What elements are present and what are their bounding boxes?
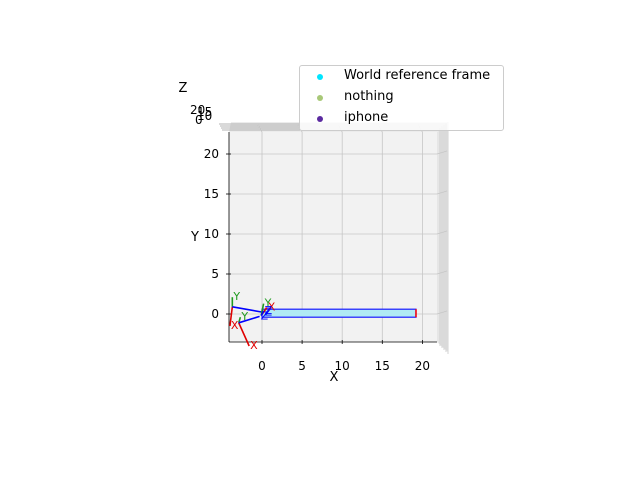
- frame-2-y-axis: [237, 316, 242, 324]
- y-tick-label: 15: [204, 187, 219, 201]
- x-grid-line-extension: [257, 124, 263, 133]
- frame-2-y-label: Y: [240, 310, 248, 323]
- frame-3-y-label: Y: [264, 297, 272, 310]
- y-tick-label: 5: [211, 267, 219, 281]
- y-grid-line-extension: [436, 230, 448, 235]
- y-tick-label: 0: [211, 307, 219, 321]
- z-tick-label: 0: [195, 113, 203, 127]
- x-axis-label: X: [330, 370, 339, 385]
- frame-2-z-label: Z: [261, 309, 269, 322]
- frame-1-y-label: Y: [232, 290, 240, 303]
- frame-2-z-axis: [238, 315, 260, 324]
- frame-3-z-label: Z: [265, 304, 273, 317]
- axes-panes: [219, 122, 449, 354]
- y-tick-label: 10: [204, 227, 219, 241]
- x-tick-label: 15: [375, 359, 390, 373]
- z-tick-label: 10: [197, 109, 212, 123]
- x-tick-label: 10: [335, 359, 350, 373]
- z-tick-label: 15: [197, 105, 212, 119]
- frame-2-x-label: X: [250, 339, 258, 352]
- y-grid-line-extension: [436, 270, 448, 275]
- y-tick-label: 20: [204, 147, 219, 161]
- frame-1-x-axis: [229, 306, 234, 327]
- legend-label-iphone: iphone: [344, 110, 389, 125]
- data-box-body: [261, 308, 417, 318]
- legend-label-nothing: nothing: [344, 89, 394, 104]
- y-axis-label: Y: [190, 230, 199, 245]
- y-grid-line-extension: [436, 190, 448, 195]
- legend-marker-iphone: [317, 116, 323, 122]
- x-tick-label: 0: [258, 359, 266, 373]
- legend-item-iphone: iphone: [300, 109, 505, 129]
- z-tick-label: 20: [190, 103, 205, 117]
- legend-label-world: World reference frame: [344, 68, 491, 83]
- frame-1-z-label: Z: [265, 305, 273, 318]
- legend-item-world: World reference frame: [300, 67, 505, 87]
- frame-1-z-axis: [232, 306, 264, 314]
- frame-2-x-axis: [238, 322, 250, 347]
- x-tick-label: 20: [415, 359, 430, 373]
- legend-marker-nothing: [317, 95, 323, 101]
- y-grid-line-extension: [436, 150, 448, 155]
- legend: World reference frame nothing iphone: [299, 65, 504, 131]
- x-tick-label: 5: [298, 359, 306, 373]
- frame-3-z-axis: [260, 310, 265, 316]
- data-box: [261, 308, 417, 318]
- frame-3-x-label: X: [268, 301, 276, 314]
- legend-item-nothing: nothing: [300, 88, 505, 108]
- z-axis-label: Z: [179, 81, 188, 96]
- legend-marker-world: [317, 74, 323, 80]
- frame-1-x-label: X: [231, 319, 239, 332]
- y-grid-line-extension: [436, 310, 448, 315]
